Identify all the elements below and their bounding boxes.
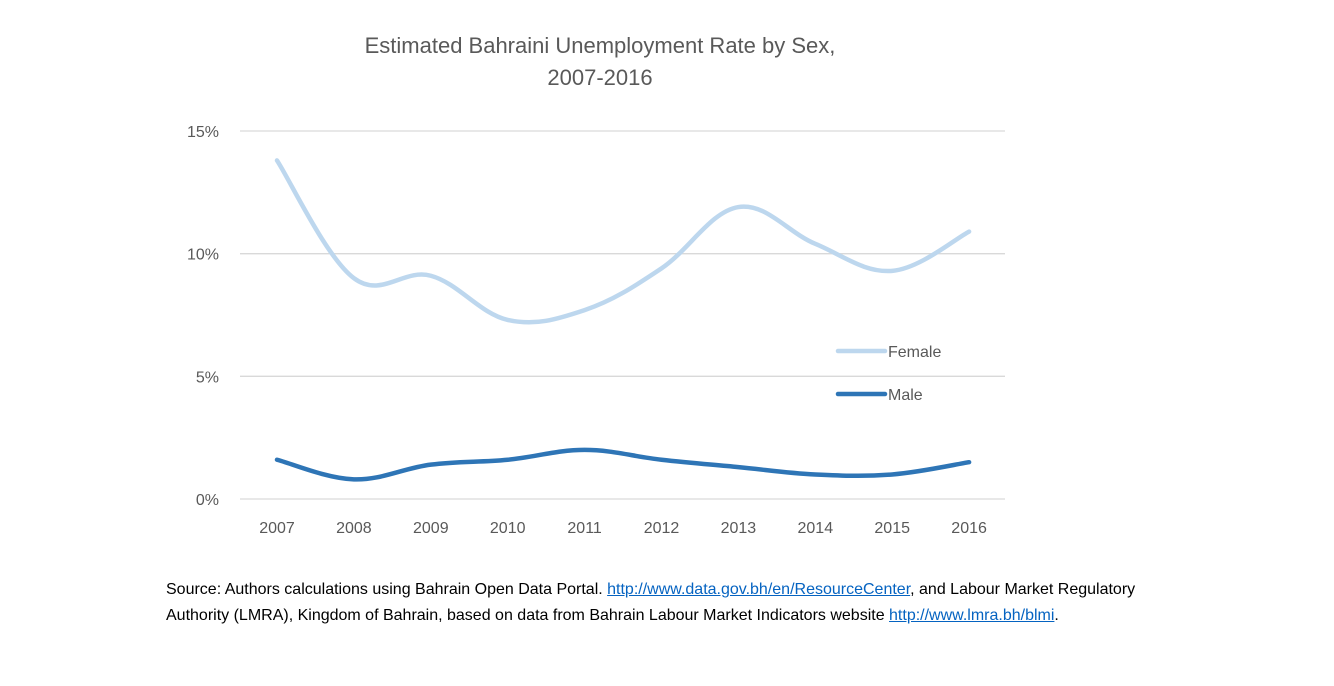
series-lines [274, 158, 972, 482]
series-line-female [274, 158, 972, 325]
x-tick-label: 2008 [336, 520, 372, 537]
x-tick-label: 2015 [874, 520, 910, 537]
chart-title-line2: 2007-2016 [547, 65, 652, 90]
source-text-1: Source: Authors calculations using Bahra… [166, 581, 608, 598]
gridlines [240, 130, 1005, 500]
y-axis-tick-labels: 0% 5% 10% 15% [187, 124, 219, 509]
x-tick-label: 2007 [259, 520, 295, 537]
x-tick-label: 2011 [567, 520, 602, 537]
x-tick-label: 2013 [721, 520, 757, 537]
y-tick-label: 5% [196, 369, 219, 386]
source-link-data-portal[interactable]: http://www.data.gov.bh/en/ResourceCenter [607, 581, 911, 598]
source-link-lmra[interactable]: http://www.lmra.bh/blmi [889, 607, 1055, 624]
line-chart: Estimated Bahraini Unemployment Rate by … [187, 33, 1005, 537]
source-text-3: . [1054, 607, 1059, 624]
source-text-2: , and Labour Market Regulatory Authority… [166, 581, 1136, 624]
x-tick-label: 2016 [951, 520, 987, 537]
series-line-male [274, 447, 972, 482]
x-axis-tick-labels: 2007 2008 2009 2010 2011 2012 2013 2014 2015 2016 [259, 520, 987, 537]
source-note: Source: Authors calculations using Bahra… [166, 577, 1166, 629]
legend-label-female: Female [888, 344, 941, 361]
x-tick-label: 2010 [490, 520, 526, 537]
legend-label-male: Male [888, 387, 923, 404]
legend: Female Male [835, 344, 941, 404]
y-tick-label: 0% [196, 492, 219, 509]
x-tick-label: 2012 [644, 520, 680, 537]
chart-title: Estimated Bahraini Unemployment Rate by … [365, 33, 836, 58]
y-tick-label: 15% [187, 124, 219, 141]
y-tick-label: 10% [187, 247, 219, 264]
x-tick-label: 2009 [413, 520, 449, 537]
x-tick-label: 2014 [798, 520, 834, 537]
